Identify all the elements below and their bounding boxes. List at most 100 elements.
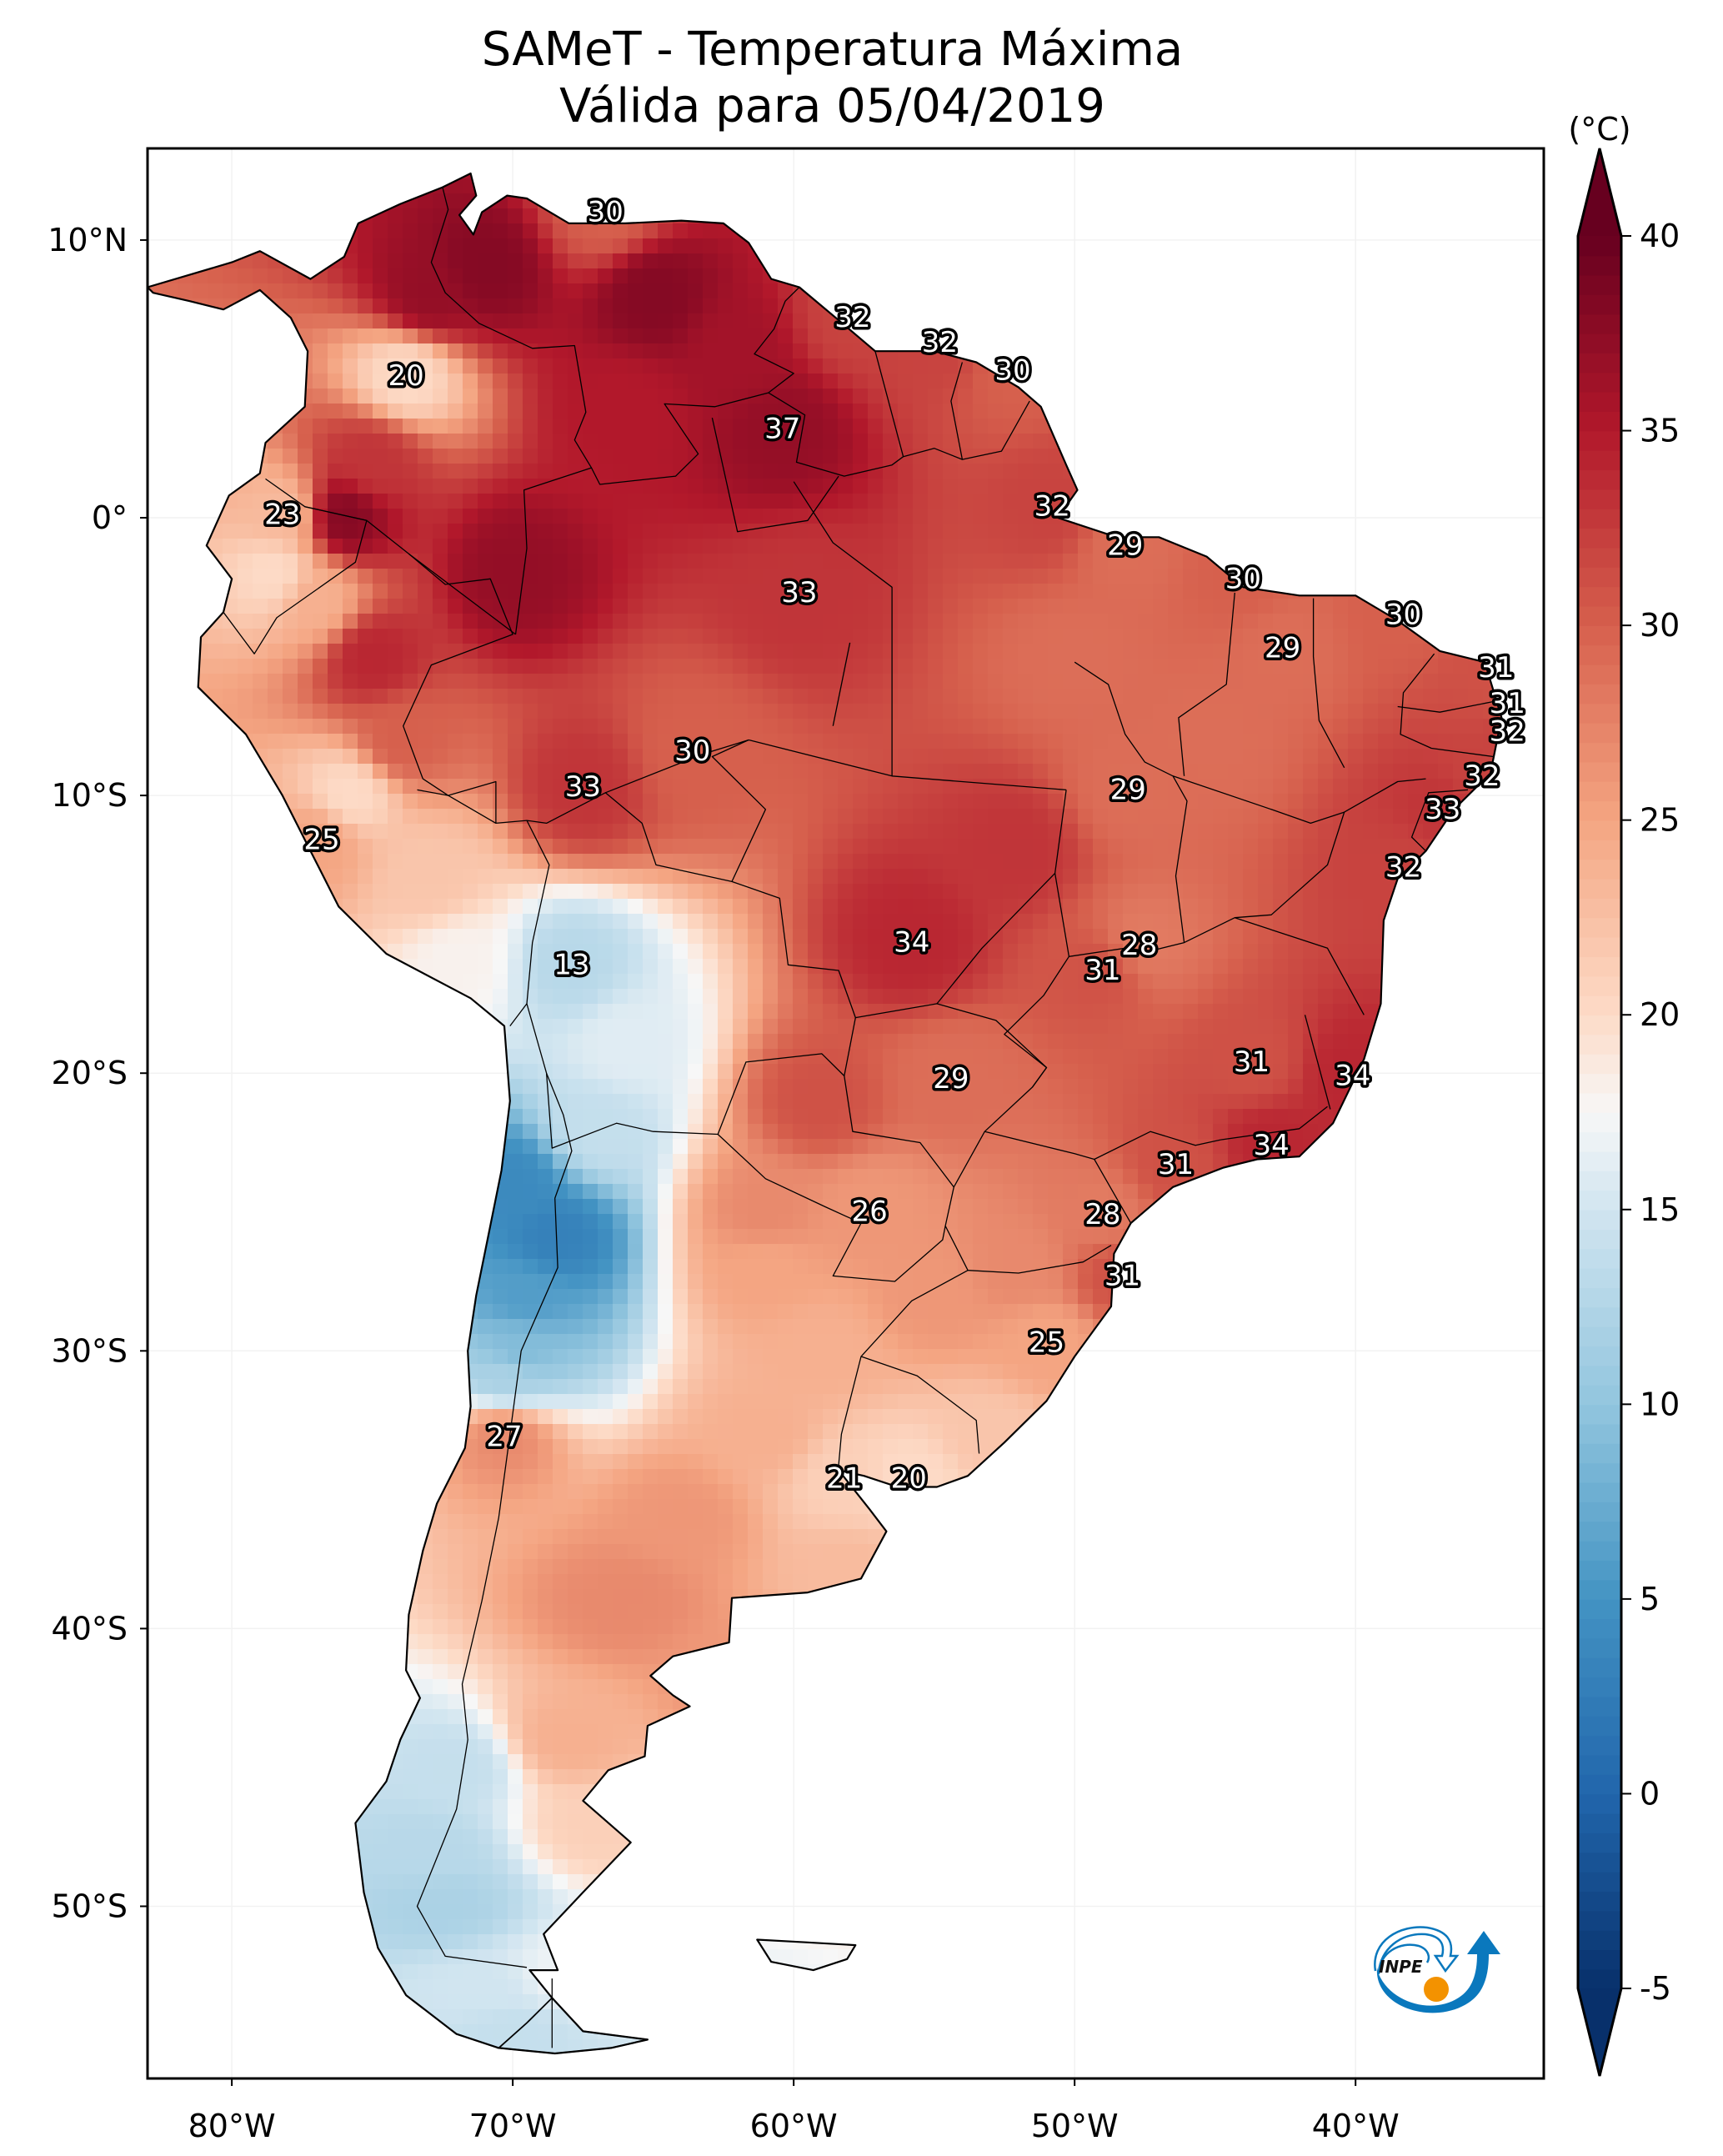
field-cell <box>613 434 629 449</box>
field-cell <box>913 674 929 689</box>
field-cell <box>1018 929 1034 945</box>
field-cell <box>508 268 523 284</box>
field-cell <box>1543 389 1559 404</box>
field-cell <box>703 659 719 674</box>
field-cell <box>883 599 899 614</box>
field-cell <box>448 419 463 434</box>
field-cell <box>1228 794 1244 810</box>
field-cell <box>1288 914 1304 930</box>
field-cell <box>793 779 809 795</box>
field-cell <box>1288 884 1304 900</box>
field-cell <box>943 389 959 404</box>
field-cell <box>343 779 358 795</box>
field-cell <box>898 824 914 840</box>
field-cell <box>598 614 614 629</box>
field-cell <box>733 389 749 404</box>
field-cell <box>718 824 734 840</box>
field-cell <box>808 764 824 780</box>
field-cell <box>748 464 764 479</box>
field-cell <box>1318 659 1334 674</box>
field-cell <box>868 839 884 855</box>
field-cell <box>733 839 749 855</box>
field-cell <box>1318 704 1334 720</box>
field-cell <box>328 554 343 569</box>
field-cell <box>298 524 313 539</box>
field-cell <box>478 824 493 840</box>
field-cell <box>1048 734 1064 750</box>
field-cell <box>823 358 839 374</box>
field-cell <box>703 358 719 374</box>
field-cell <box>1048 524 1064 539</box>
field-cell <box>643 719 659 735</box>
field-cell <box>778 509 794 524</box>
field-cell <box>913 764 929 780</box>
field-cell <box>1393 629 1409 644</box>
field-cell <box>493 419 508 434</box>
field-cell <box>523 689 538 704</box>
field-cell <box>673 584 689 599</box>
field-cell <box>913 749 929 765</box>
field-cell <box>508 374 523 389</box>
field-cell <box>868 449 884 464</box>
field-cell <box>418 569 433 584</box>
field-cell <box>973 554 989 569</box>
field-cell <box>1333 824 1349 840</box>
field-cell <box>1363 929 1379 945</box>
field-cell <box>523 614 538 629</box>
field-cell <box>1063 899 1079 915</box>
field-cell <box>868 719 884 735</box>
field-cell <box>1243 884 1259 900</box>
field-cell <box>1348 839 1364 855</box>
field-cell <box>373 223 388 239</box>
field-cell <box>298 584 313 599</box>
field-cell <box>1138 704 1154 720</box>
field-cell <box>1228 779 1244 795</box>
field-cell <box>1288 689 1304 704</box>
field-cell <box>973 449 989 464</box>
field-cell <box>328 494 343 509</box>
field-cell <box>538 584 553 599</box>
field-cell <box>943 719 959 735</box>
field-cell <box>703 374 719 389</box>
field-cell <box>268 704 283 720</box>
field-cell <box>433 794 448 810</box>
field-cell <box>718 434 734 449</box>
field-cell <box>553 914 568 930</box>
field-cell <box>763 599 779 614</box>
field-cell <box>823 584 839 599</box>
field-cell <box>1423 719 1439 735</box>
field-cell <box>733 809 749 825</box>
field-cell <box>568 659 584 674</box>
field-cell <box>493 689 508 704</box>
field-cell <box>688 479 704 494</box>
field-cell <box>1078 614 1094 629</box>
field-cell <box>523 644 538 659</box>
field-cell <box>493 358 508 374</box>
field-cell <box>1018 569 1034 584</box>
field-cell <box>1348 914 1364 930</box>
field-cell <box>403 884 418 900</box>
field-cell <box>973 764 989 780</box>
field-cell <box>433 824 448 840</box>
field-cell <box>823 914 839 930</box>
field-cell <box>613 283 629 299</box>
field-cell <box>568 869 584 885</box>
field-cell <box>403 689 418 704</box>
field-cell <box>1423 779 1439 795</box>
field-cell <box>733 644 749 659</box>
field-cell <box>1543 434 1559 449</box>
field-cell <box>298 659 313 674</box>
field-cell <box>1303 854 1319 870</box>
field-cell <box>868 419 884 434</box>
field-cell <box>853 629 869 644</box>
field-cell <box>433 734 448 750</box>
field-cell <box>328 674 343 689</box>
field-cell <box>403 629 418 644</box>
field-cell <box>1393 764 1409 780</box>
field-cell <box>958 764 974 780</box>
field-cell <box>568 824 584 840</box>
field-cell <box>1003 584 1019 599</box>
field-cell <box>1408 794 1424 810</box>
field-cell <box>643 914 659 930</box>
field-cell <box>568 929 584 945</box>
